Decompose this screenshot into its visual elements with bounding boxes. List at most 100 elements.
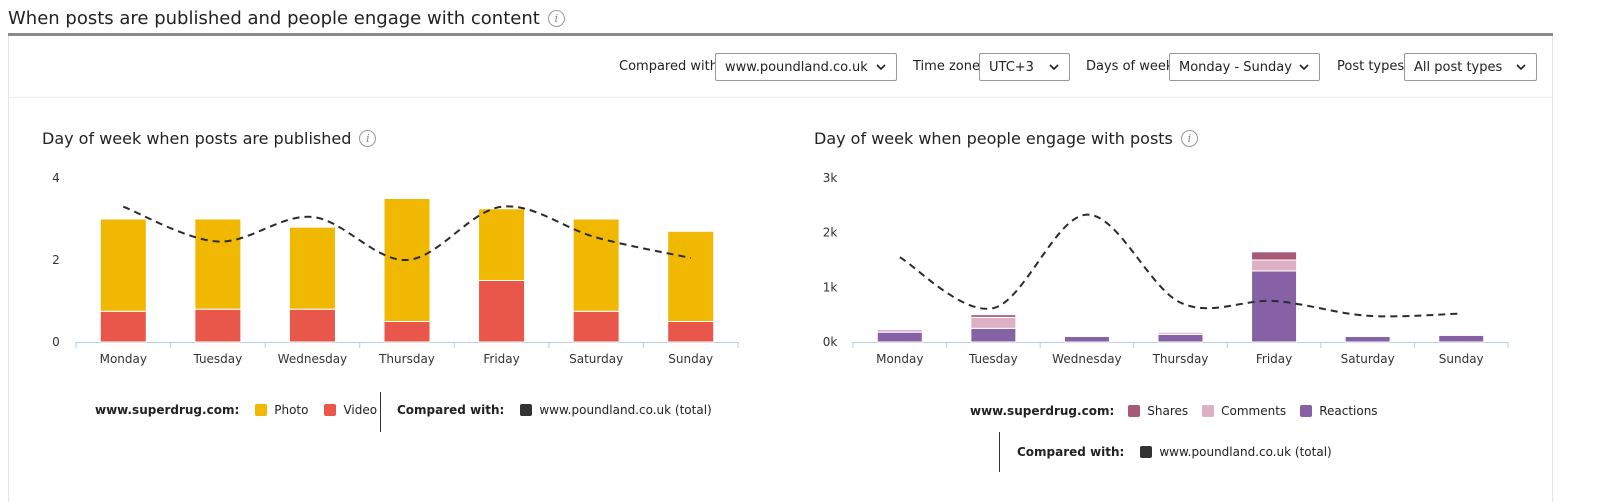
- legend-shares-swatch: [1128, 405, 1141, 417]
- legend-site-label: www.superdrug.com:: [95, 403, 240, 417]
- days-of-week-label: Days of week:: [1086, 59, 1178, 74]
- bar-photo-sunday: [667, 230, 715, 322]
- legend-reactions-label: Reactions: [1319, 404, 1378, 418]
- bar-photo-saturday: [572, 218, 620, 312]
- bar-video-tuesday: [194, 308, 242, 343]
- x-tick-label: Tuesday: [192, 352, 242, 366]
- compare-line: [899, 213, 1462, 318]
- bar-video-sunday: [667, 321, 715, 343]
- timezone-select[interactable]: UTC+3: [979, 53, 1070, 81]
- compared-with-select[interactable]: www.poundland.co.uk: [715, 53, 897, 81]
- legend-divider: [380, 392, 381, 432]
- days-of-week-value: Monday - Sunday: [1179, 59, 1292, 75]
- header-divider: [8, 33, 1553, 36]
- chart-published: 0 2 4 Monday Tuesday Wednesday Thursday Friday S…: [52, 171, 739, 366]
- bar-shares-friday: [1251, 251, 1298, 261]
- bar-video-saturday: [572, 310, 620, 343]
- y-tick-label: 2: [52, 253, 60, 267]
- bar-reactions-wednesday: [1063, 336, 1110, 343]
- timezone-label: Time zone:: [913, 59, 985, 74]
- timezone-value: UTC+3: [989, 59, 1034, 75]
- post-types-select[interactable]: All post types: [1404, 53, 1537, 81]
- x-tick-label: Tuesday: [968, 352, 1018, 366]
- bar-shares-monday: [876, 328, 923, 330]
- chevron-down-icon: [1299, 64, 1309, 71]
- bar-comments-friday: [1251, 259, 1298, 272]
- y-tick-label: 3k: [823, 171, 838, 185]
- chart-published-title: Day of week when posts are published: [42, 129, 352, 148]
- x-tick-label: Sunday: [1439, 352, 1484, 366]
- legend-divider: [999, 432, 1000, 472]
- x-tick-label: Monday: [876, 352, 923, 366]
- chevron-down-icon: [1516, 64, 1526, 71]
- bar-reactions-monday: [876, 331, 923, 343]
- bar-reactions-sunday: [1438, 334, 1485, 343]
- page-header: When posts are published and people enga…: [8, 2, 565, 34]
- x-tick-label: Wednesday: [1052, 352, 1121, 366]
- compare-line: [122, 205, 691, 262]
- legend-comments-swatch: [1202, 405, 1215, 417]
- bar-video-wednesday: [288, 308, 336, 343]
- y-tick-label: 2k: [823, 226, 838, 240]
- bar-reactions-saturday: [1344, 336, 1391, 343]
- legend-site-label: www.superdrug.com:: [970, 404, 1115, 418]
- chart-published-title-row: Day of week when posts are published i: [42, 129, 377, 148]
- bar-photo-wednesday: [288, 226, 336, 310]
- legend-photo-swatch: [255, 404, 268, 416]
- x-tick-label: Friday: [483, 352, 519, 366]
- bar-photo-monday: [99, 218, 147, 312]
- info-icon[interactable]: i: [1180, 130, 1198, 147]
- legend-compare-swatch: [1140, 446, 1153, 458]
- x-tick-label: Friday: [1256, 352, 1292, 366]
- legend-video-label: Video: [343, 403, 378, 417]
- bar-reactions-friday: [1251, 270, 1298, 343]
- page-title: When posts are published and people enga…: [8, 7, 540, 29]
- bar-shares-tuesday: [970, 314, 1017, 318]
- x-tick-label: Saturday: [569, 352, 623, 366]
- y-tick-label: 0: [52, 335, 60, 349]
- chart-engage-title-row: Day of week when people engage with post…: [814, 129, 1198, 148]
- bar-reactions-thursday: [1157, 333, 1204, 343]
- x-tick-label: Thursday: [1152, 352, 1209, 366]
- chevron-down-icon: [1049, 64, 1059, 71]
- legend-video-swatch: [324, 404, 337, 416]
- bar-photo-tuesday: [194, 218, 242, 310]
- legend-compared-label: Compared with:: [397, 403, 505, 417]
- chart-engage-title: Day of week when people engage with post…: [814, 129, 1173, 148]
- bar-video-monday: [99, 310, 147, 343]
- compared-with-label: Compared with:: [619, 59, 723, 74]
- chart-engage: 0k 1k 2k 3k Monday Tuesday Wednesday Thursday Fr…: [823, 171, 1509, 366]
- bar-shares-thursday: [1157, 331, 1204, 333]
- legend-engage: www.superdrug.com: Shares Comments React…: [970, 404, 1378, 418]
- x-tick-label: Wednesday: [278, 352, 347, 366]
- bar-comments-tuesday: [970, 316, 1017, 329]
- bar-reactions-tuesday: [970, 327, 1017, 343]
- bar-video-thursday: [383, 321, 431, 343]
- info-icon[interactable]: i: [547, 9, 565, 27]
- x-tick-label: Sunday: [668, 352, 713, 366]
- x-tick-label: Saturday: [1341, 352, 1395, 366]
- legend-compare-value: www.poundland.co.uk (total): [539, 403, 712, 417]
- info-icon[interactable]: i: [359, 130, 377, 147]
- content-panel: [8, 36, 1553, 502]
- legend-compare-swatch: [520, 404, 533, 416]
- chevron-down-icon: [876, 64, 886, 71]
- post-types-label: Post types:: [1337, 59, 1409, 74]
- x-tick-label: Thursday: [378, 352, 435, 366]
- legend-engage-compared: Compared with: www.poundland.co.uk (tota…: [1017, 445, 1332, 459]
- legend-compare-value: www.poundland.co.uk (total): [1159, 445, 1332, 459]
- legend-comments-label: Comments: [1221, 404, 1287, 418]
- days-of-week-select[interactable]: Monday - Sunday: [1169, 53, 1320, 81]
- bar-video-friday: [478, 280, 526, 343]
- legend-compared-label: Compared with:: [1017, 445, 1125, 459]
- post-types-value: All post types: [1414, 59, 1503, 75]
- legend-photo-label: Photo: [274, 403, 309, 417]
- y-tick-label: 1k: [823, 280, 838, 294]
- legend-published: www.superdrug.com: Photo Video: [95, 403, 377, 417]
- x-tick-label: Monday: [100, 352, 147, 366]
- bar-photo-friday: [478, 208, 526, 281]
- legend-published-compared: Compared with: www.poundland.co.uk (tota…: [397, 403, 712, 417]
- compared-with-value: www.poundland.co.uk: [725, 59, 868, 75]
- legend-shares-label: Shares: [1147, 404, 1189, 418]
- legend-reactions-swatch: [1300, 405, 1313, 417]
